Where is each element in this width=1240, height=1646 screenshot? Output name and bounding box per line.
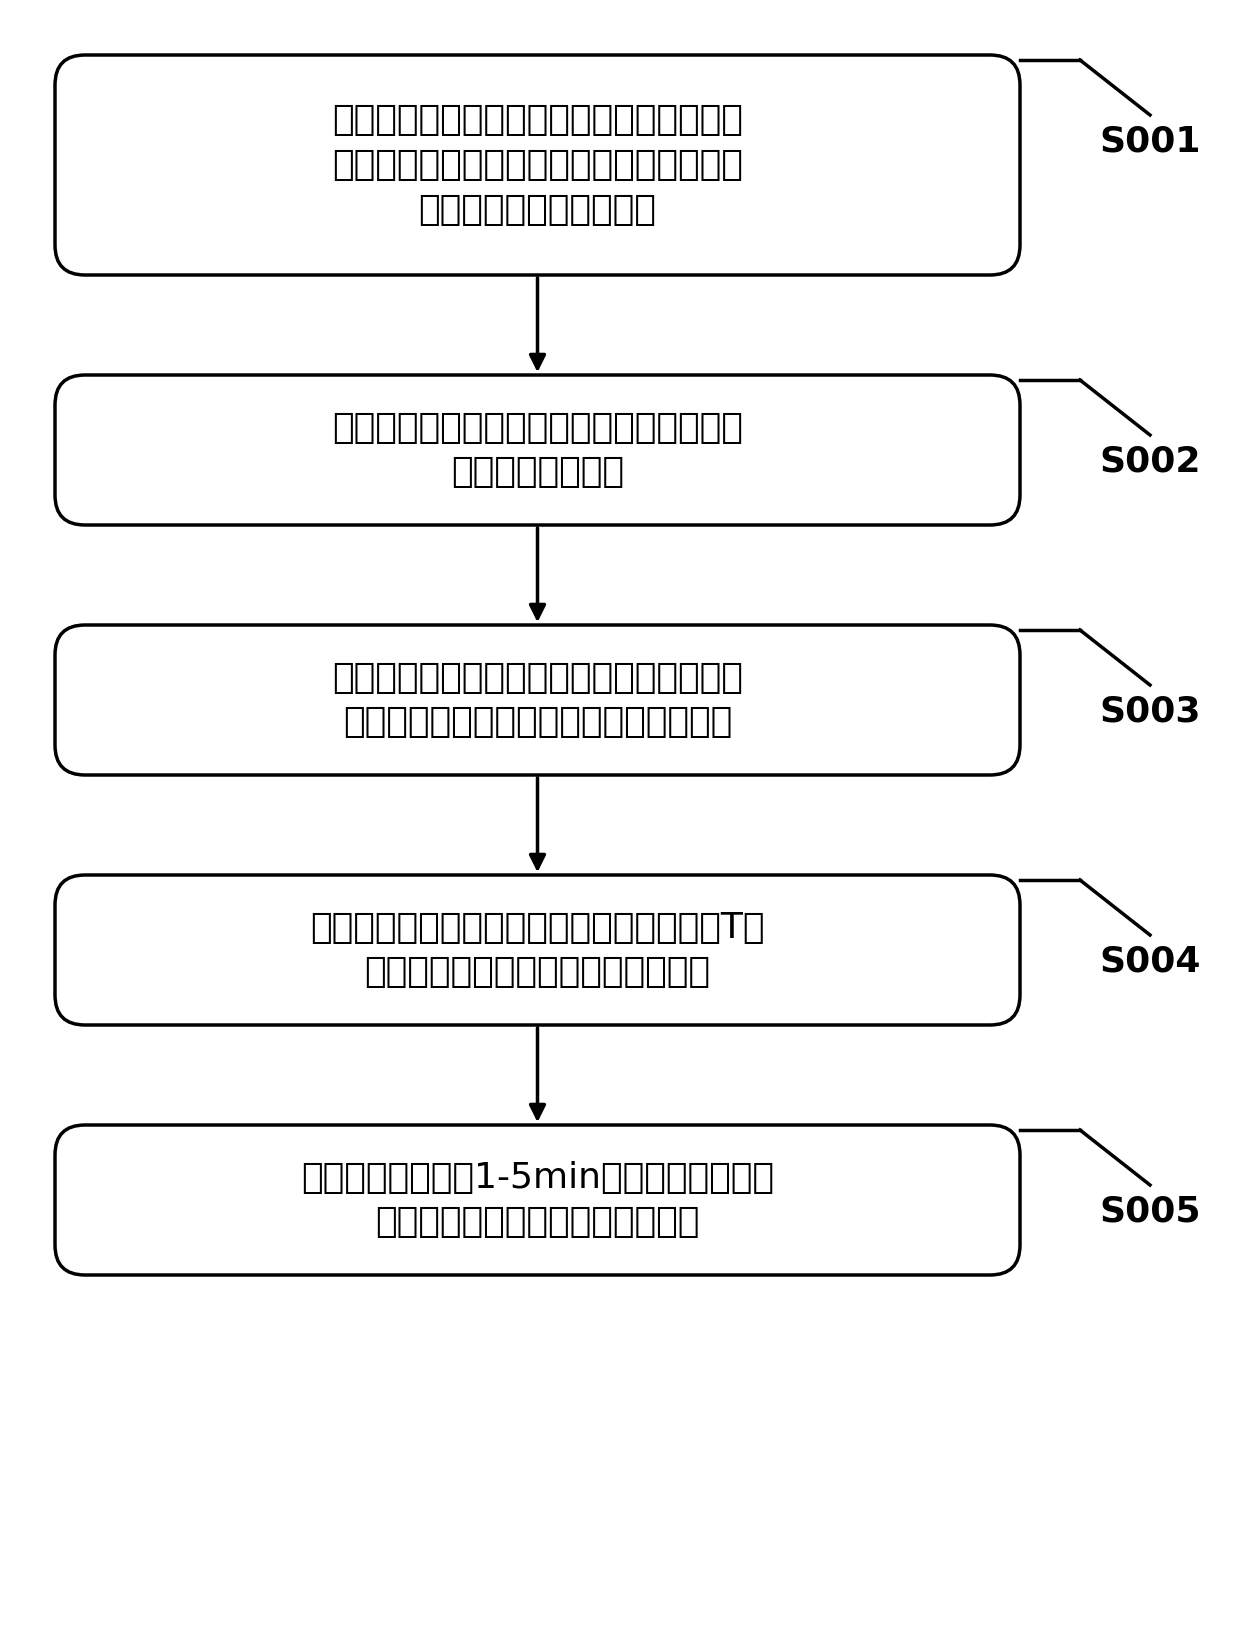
FancyBboxPatch shape [55, 54, 1021, 275]
Text: 若蒸发器需要化霜，控制阻挡机构的挡风门
将风扇进风口关闭: 若蒸发器需要化霜，控制阻挡机构的挡风门 将风扇进风口关闭 [332, 410, 743, 489]
FancyBboxPatch shape [55, 1124, 1021, 1276]
Text: 冰箱正常制冷运行时，根据蒸发器温度传感
器的温度测量值和风冷冰箱的运行时间来判
断蒸发器是否有化霜需求: 冰箱正常制冷运行时，根据蒸发器温度传感 器的温度测量值和风冷冰箱的运行时间来判 … [332, 104, 743, 227]
Text: 当风扇进风口完全关闭后，停止压缩机和风
扇部件工作，打开化霜加热器，开始化霜: 当风扇进风口完全关闭后，停止压缩机和风 扇部件工作，打开化霜加热器，开始化霜 [332, 660, 743, 739]
Text: 化霜过程中，当蒸发器温度传感器温度大于T，
停止化霜加热器工作，进入滴水时间: 化霜过程中，当蒸发器温度传感器温度大于T， 停止化霜加热器工作，进入滴水时间 [310, 910, 765, 989]
FancyBboxPatch shape [55, 876, 1021, 1025]
Text: S004: S004 [1099, 945, 1200, 979]
FancyBboxPatch shape [55, 375, 1021, 525]
Text: S003: S003 [1099, 695, 1200, 729]
Text: 开启压缩机预冷，1-5min后将风扇进风口打
开，开启风扇部件，继续正常制冷: 开启压缩机预冷，1-5min后将风扇进风口打 开，开启风扇部件，继续正常制冷 [301, 1160, 774, 1239]
Text: S002: S002 [1099, 444, 1200, 479]
FancyBboxPatch shape [55, 625, 1021, 775]
Text: S001: S001 [1099, 125, 1200, 160]
Text: S005: S005 [1099, 1195, 1200, 1230]
